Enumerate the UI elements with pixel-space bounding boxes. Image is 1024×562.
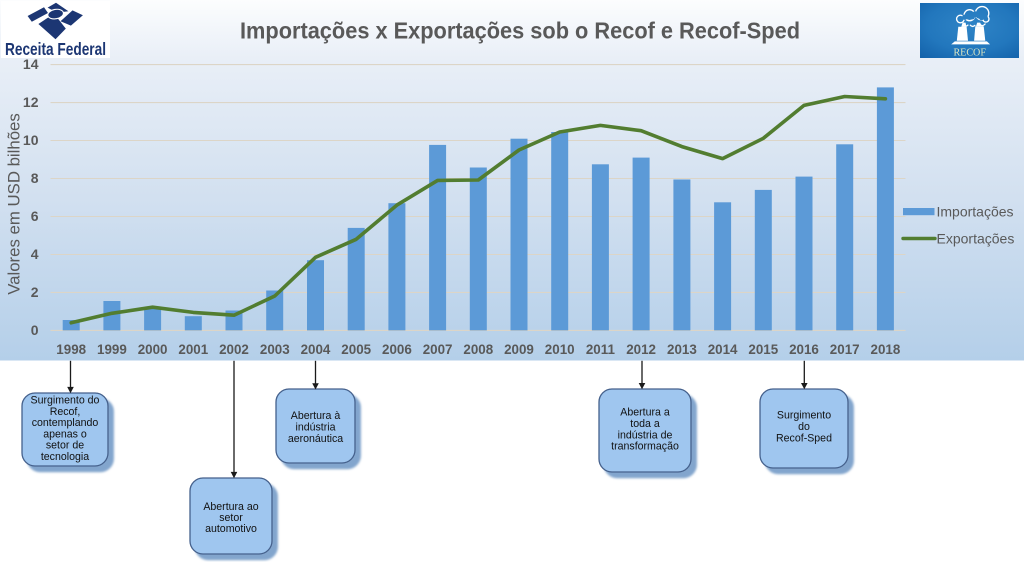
svg-text:12: 12 bbox=[23, 94, 39, 110]
svg-text:0: 0 bbox=[31, 322, 39, 338]
svg-text:automotivo: automotivo bbox=[205, 523, 257, 535]
svg-text:10: 10 bbox=[23, 132, 39, 148]
svg-text:2002: 2002 bbox=[219, 342, 249, 357]
svg-text:6: 6 bbox=[31, 208, 39, 224]
svg-text:1999: 1999 bbox=[97, 342, 127, 357]
svg-text:14: 14 bbox=[23, 56, 39, 72]
svg-text:tecnologia: tecnologia bbox=[41, 451, 89, 463]
svg-text:2009: 2009 bbox=[504, 342, 534, 357]
svg-text:4: 4 bbox=[31, 246, 39, 262]
svg-text:2016: 2016 bbox=[789, 342, 819, 357]
svg-text:Surgimento: Surgimento bbox=[777, 410, 831, 422]
svg-text:2014: 2014 bbox=[708, 342, 738, 357]
svg-text:2001: 2001 bbox=[178, 342, 208, 357]
svg-text:2013: 2013 bbox=[667, 342, 697, 357]
svg-text:2017: 2017 bbox=[830, 342, 860, 357]
svg-text:Receita Federal: Receita Federal bbox=[5, 39, 106, 59]
svg-text:indústria de: indústria de bbox=[618, 429, 673, 441]
svg-text:Exportações: Exportações bbox=[937, 230, 1015, 246]
svg-text:1998: 1998 bbox=[56, 342, 86, 357]
svg-text:Abertura à: Abertura à bbox=[291, 410, 341, 422]
svg-text:Surgimento do: Surgimento do bbox=[31, 395, 100, 407]
svg-text:2005: 2005 bbox=[341, 342, 371, 357]
svg-text:setor: setor bbox=[219, 512, 243, 524]
svg-text:apenas o: apenas o bbox=[43, 428, 87, 440]
svg-text:Recof,: Recof, bbox=[50, 406, 81, 418]
svg-text:do: do bbox=[798, 421, 810, 433]
svg-text:2: 2 bbox=[31, 284, 39, 300]
svg-text:contemplando: contemplando bbox=[32, 417, 99, 429]
svg-text:2011: 2011 bbox=[586, 342, 616, 357]
svg-text:2015: 2015 bbox=[748, 342, 778, 357]
svg-text:Abertura a: Abertura a bbox=[620, 407, 670, 419]
svg-text:toda a: toda a bbox=[630, 418, 660, 430]
svg-text:Importações: Importações bbox=[937, 203, 1014, 219]
svg-text:setor de: setor de bbox=[46, 440, 84, 452]
svg-text:2004: 2004 bbox=[301, 342, 331, 357]
svg-text:Abertura ao: Abertura ao bbox=[203, 501, 258, 513]
svg-text:2003: 2003 bbox=[260, 342, 290, 357]
svg-text:2010: 2010 bbox=[545, 342, 575, 357]
svg-text:2012: 2012 bbox=[626, 342, 656, 357]
svg-text:aeronáutica: aeronáutica bbox=[288, 433, 343, 445]
svg-text:Valores em USD bilhões: Valores em USD bilhões bbox=[5, 113, 24, 295]
svg-text:RECOF: RECOF bbox=[953, 47, 986, 59]
svg-text:2018: 2018 bbox=[871, 342, 901, 357]
svg-text:2000: 2000 bbox=[138, 342, 168, 357]
svg-text:Importações x Exportações sob: Importações x Exportações sob o Recof e … bbox=[240, 18, 800, 44]
svg-text:2007: 2007 bbox=[423, 342, 453, 357]
svg-text:8: 8 bbox=[31, 170, 39, 186]
svg-text:transformação: transformação bbox=[611, 441, 679, 453]
svg-text:Recof-Sped: Recof-Sped bbox=[776, 432, 832, 444]
svg-text:2006: 2006 bbox=[382, 342, 412, 357]
svg-text:indústria: indústria bbox=[295, 422, 335, 434]
svg-text:2008: 2008 bbox=[463, 342, 493, 357]
